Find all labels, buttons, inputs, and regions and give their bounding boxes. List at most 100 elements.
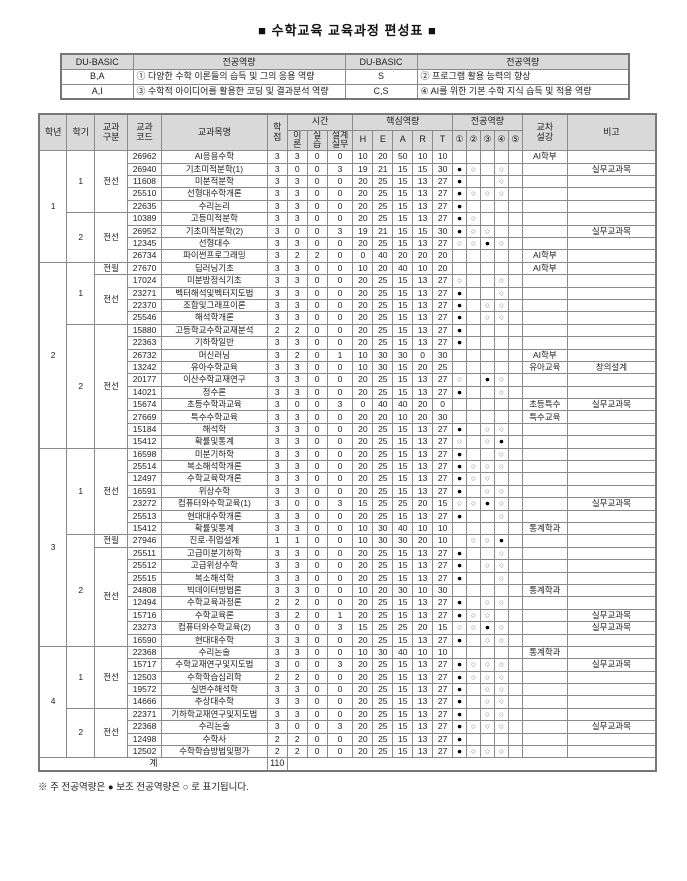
note-cell: [566, 236, 657, 251]
core-value-cell-0: 20: [352, 683, 374, 697]
core-value-cell-3: 10: [412, 150, 434, 164]
course-row: 12503 수학학습심리학 2 2 0 0 20 25 15 13 27 ● ○ ○ ○: [39, 670, 657, 685]
major-mark-cell-5: [507, 212, 523, 226]
semester-cell: 1: [66, 447, 96, 536]
hours-cell-0: 3: [286, 150, 308, 164]
core-value-cell-3: 13: [412, 298, 434, 313]
core-value-cell-4: 27: [432, 658, 454, 672]
core-value-cell-2: 15: [392, 360, 414, 375]
core-value-cell-4: 27: [432, 435, 454, 449]
hours-cell-1: 0: [306, 261, 328, 276]
hours-cell-0: 3: [286, 385, 308, 400]
credit-cell: 3: [266, 311, 288, 325]
core-value-cell-0: 20: [352, 311, 374, 325]
category-cell: 전필: [94, 534, 129, 548]
major-mark-cell-4: [493, 645, 509, 660]
course-row: 1 1 전선 26962 AI응용수학 3 3 0 0 10 20 50 10 10 AI학부: [38, 150, 657, 263]
major-mark-cell-2: [466, 410, 481, 424]
course-row: 전선 25511 고급미분기하학 3 3 0 0 20 25 15 13 27 ● ○: [39, 546, 657, 647]
course-name-cell: 진로·취업설계: [160, 534, 268, 548]
hours-cell-0: 3: [286, 236, 308, 251]
course-row: 19572 실변수해석학 3 3 0 0 20 25 15 13 27 ● ○ ○: [39, 683, 657, 697]
course-code-cell: 22368: [127, 720, 162, 734]
core-value-cell-2: 15: [392, 187, 414, 201]
note-cell: [566, 212, 657, 226]
course-code-cell: 13242: [127, 360, 162, 375]
core-value-cell-4: 10: [432, 645, 454, 660]
core-value-cell-2: 15: [392, 707, 414, 722]
note-cell: [566, 695, 657, 709]
core-value-cell-1: 40: [372, 398, 394, 412]
course-name-cell: 확률및통계: [160, 435, 268, 449]
cross-listing-cell: [521, 460, 568, 474]
major-mark-cell-1: ●: [452, 422, 468, 437]
cross-listing-cell: [521, 336, 568, 350]
major-mark-cell-3: [479, 212, 495, 226]
major-mark-cell-2: [466, 336, 481, 350]
major-mark-cell-3: ○: [479, 422, 495, 437]
course-name-cell: 수학학습방법및평가: [160, 745, 268, 759]
major-mark-cell-3: ○: [479, 745, 495, 759]
core-value-cell-0: 10: [352, 645, 374, 660]
course-code-cell: 26732: [127, 348, 162, 362]
major-mark-cell-5: [507, 410, 523, 424]
hours-cell-2: 3: [326, 658, 354, 672]
hours-cell-0: 3: [286, 546, 308, 561]
core-value-cell-1: 25: [372, 187, 394, 201]
core-value-cell-1: 25: [372, 707, 394, 722]
major-mark-cell-5: [507, 633, 523, 647]
major-mark-cell-2: [466, 559, 481, 573]
major-mark-cell-1: ●: [452, 484, 468, 499]
du-header-cell: DU-BASIC: [344, 53, 418, 70]
hours-cell-2: 0: [326, 274, 354, 288]
course-row: 26734 파이썬프로그래밍 3 2 2 0 0 40 20 20 20 AI학부: [39, 249, 657, 263]
group-major-competency: 전공역량: [452, 113, 523, 131]
hours-cell-0: 3: [286, 695, 308, 709]
major-mark-cell-2: ○: [466, 162, 481, 177]
major-mark-cell-4: [493, 261, 509, 276]
cross-listing-cell: 유아교육: [521, 360, 568, 375]
major-mark-cell-5: [507, 162, 523, 177]
core-value-cell-1: 21: [372, 224, 394, 239]
du-header-cell: 전공역량: [132, 53, 346, 70]
core-value-cell-4: 27: [432, 460, 454, 474]
hours-cell-2: 3: [326, 398, 354, 412]
major-mark-cell-5: [507, 695, 523, 709]
core-value-cell-2: 25: [392, 621, 414, 635]
major-mark-cell-5: [507, 298, 523, 313]
major-mark-cell-4: ○: [493, 286, 509, 300]
course-name-cell: 기초미적분학(1): [160, 162, 268, 177]
major-mark-cell-4: [493, 348, 509, 362]
hours-cell-2: 3: [326, 621, 354, 635]
core-value-cell-1: 25: [372, 286, 394, 300]
core-value-cell-0: 20: [352, 274, 374, 288]
credit-cell: 3: [266, 236, 288, 251]
core-value-cell-0: 20: [352, 212, 374, 226]
core-value-cell-1: 25: [372, 435, 394, 449]
major-mark-cell-1: [452, 150, 468, 164]
core-value-cell-0: 20: [352, 546, 374, 561]
core-value-cell-2: 15: [392, 435, 414, 449]
major-mark-cell-2: [466, 422, 481, 437]
major-mark-cell-3: ○: [479, 559, 495, 573]
core-value-cell-2: 40: [392, 261, 414, 276]
course-name-cell: 수학교육론: [160, 608, 268, 623]
major-mark-cell-1: ●: [452, 509, 468, 524]
core-value-cell-2: 15: [392, 274, 414, 288]
cross-listing-cell: [521, 559, 568, 573]
core-value-cell-0: 20: [352, 175, 374, 189]
major-mark-cell-4: ●: [493, 534, 509, 548]
year-cell: 1: [38, 150, 68, 263]
hours-cell-1: 0: [306, 683, 328, 697]
credit-cell: 3: [266, 497, 288, 511]
core-value-cell-2: 15: [392, 608, 414, 623]
note-cell: 실무교과목: [566, 658, 657, 672]
hours-cell-1: 0: [306, 509, 328, 524]
major-mark-cell-2: [466, 596, 481, 610]
course-name-cell: 수리논술: [160, 720, 268, 734]
col-core-R: R: [412, 129, 434, 152]
core-value-cell-4: 30: [432, 410, 454, 424]
major-mark-cell-2: [466, 385, 481, 400]
major-mark-cell-5: [507, 497, 523, 511]
group-core-competency: 핵심역량: [352, 113, 454, 131]
